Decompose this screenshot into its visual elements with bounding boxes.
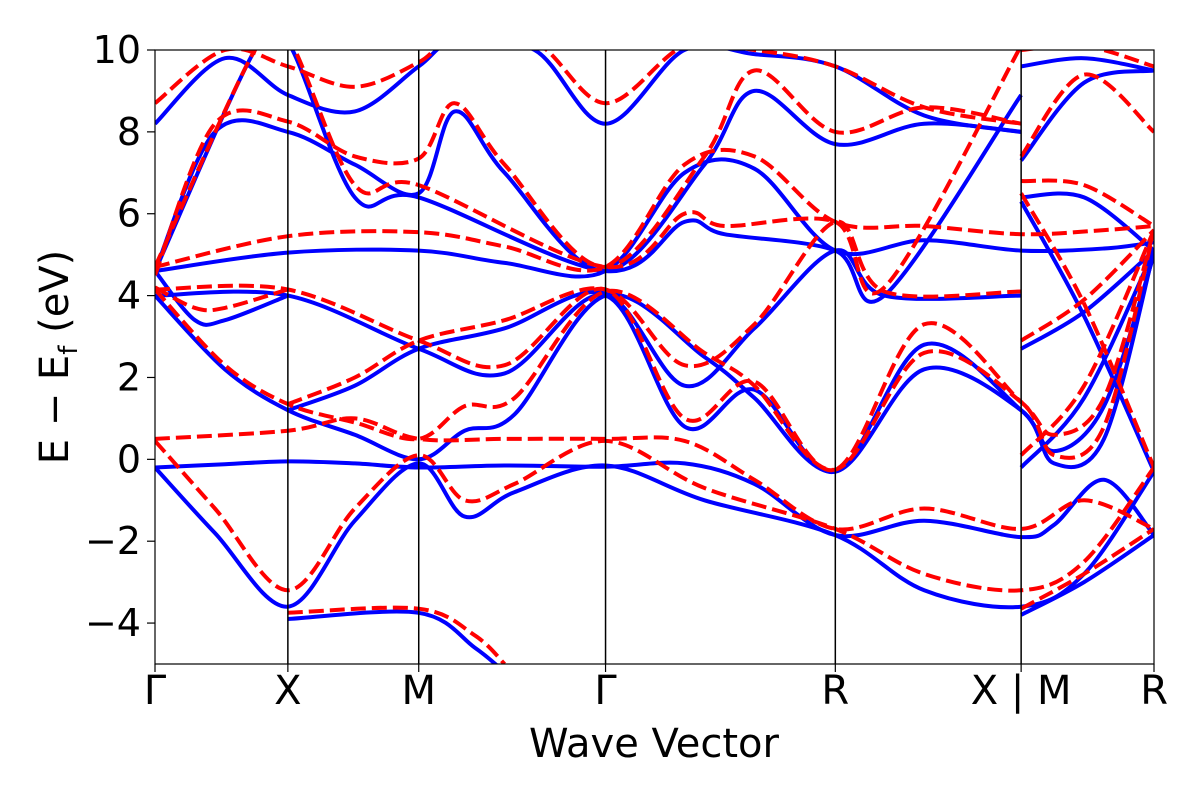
solid-band-line — [155, 88, 1022, 274]
y-axis-label: E − Ef (eV) — [32, 250, 84, 465]
y-tick-label: 6 — [117, 192, 141, 236]
x-tick-label: X — [274, 668, 301, 714]
y-axis-label-main: E − E — [32, 355, 78, 465]
x-axis-label: Wave Vector — [529, 721, 780, 767]
solid-band-line — [287, 609, 499, 664]
solid-band-line — [155, 50, 1023, 304]
x-tick-label: Γ — [144, 668, 167, 714]
solid-band-line — [1019, 68, 1154, 162]
dashed-band-line — [155, 285, 289, 313]
x-tick-label: X | M — [971, 668, 1072, 714]
solid-band-line — [1019, 200, 1154, 473]
y-tick-label: 4 — [117, 274, 141, 318]
solid-band-line — [1020, 533, 1154, 617]
dashed-band-line — [1020, 228, 1154, 343]
x-tick-label: R — [1140, 668, 1168, 714]
solid-band-line — [1020, 56, 1154, 73]
y-tick-label: 10 — [93, 28, 141, 72]
solid-band-line — [155, 250, 1154, 474]
dashed-band-line — [155, 50, 1022, 126]
x-tick-label: M — [401, 668, 436, 714]
y-tick-label: −4 — [85, 601, 141, 645]
dashed-band-line — [1019, 192, 1154, 469]
y-axis-label-unit: (eV) — [32, 250, 78, 346]
y-tick-label: 2 — [117, 355, 141, 399]
solid-band-line — [155, 254, 1154, 474]
x-tick-label: R — [821, 668, 849, 714]
y-tick-label: 8 — [117, 110, 141, 154]
dashed-band-line — [1019, 229, 1154, 457]
solid-band-line — [287, 248, 1022, 413]
dashed-band-line — [287, 219, 1022, 406]
solid-band-line — [155, 269, 289, 327]
x-tick-label: Γ — [594, 668, 617, 714]
solid-band-line — [155, 157, 1154, 279]
solid-band-line — [155, 461, 1154, 610]
dashed-band-line — [155, 229, 1154, 472]
high-symmetry-lines — [287, 50, 1022, 664]
solid-band-line — [155, 459, 1154, 540]
band-lines — [155, 50, 1154, 664]
dashed-band-line — [1020, 178, 1154, 228]
y-tick-label: 0 — [117, 437, 141, 481]
solid-band-line — [1020, 191, 1154, 253]
plot-frame — [154, 49, 1155, 665]
dashed-band-line — [155, 416, 1154, 532]
y-axis-label-subscript: f — [54, 345, 84, 355]
dashed-band-line — [1019, 72, 1154, 158]
x-axis-labels: Γ X M Γ R X | M R — [144, 664, 1168, 714]
dashed-band-line — [1020, 527, 1154, 611]
dashed-band-line — [155, 438, 1154, 593]
solid-band-line — [1020, 249, 1154, 351]
dashed-band-line — [287, 605, 507, 664]
y-tick-label: −2 — [85, 519, 141, 563]
y-axis: −4 −2 0 2 4 6 8 10 — [85, 28, 155, 645]
